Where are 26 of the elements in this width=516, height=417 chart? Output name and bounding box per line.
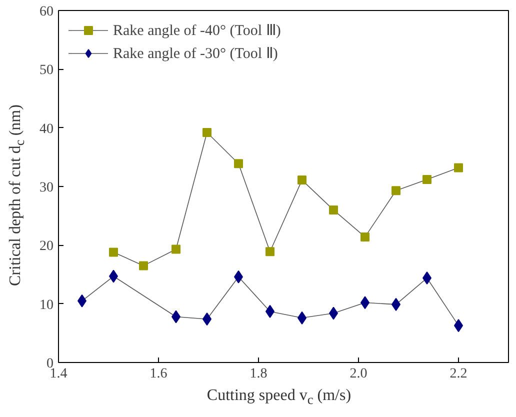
y-tick-label: 20 xyxy=(40,239,54,254)
x-tick-label: 1.4 xyxy=(50,366,68,382)
x-axis-title: Cutting speed v$_{c}$ (m/s) xyxy=(206,386,352,410)
point xyxy=(392,186,400,196)
point xyxy=(360,232,370,242)
y-tick-label: 30 xyxy=(40,180,54,196)
point xyxy=(109,248,118,257)
y-tick-label: 40 xyxy=(40,122,54,137)
x-tick-label: 2.2 xyxy=(450,366,468,382)
y-tick-label: 60 xyxy=(40,4,54,20)
x-tick-label: 2.0 xyxy=(350,366,368,382)
point xyxy=(234,159,243,168)
point xyxy=(139,261,148,270)
point xyxy=(202,128,212,138)
point xyxy=(266,247,274,256)
legend-label: Rake angle of -40° (Tool Ⅲ) xyxy=(113,22,281,40)
point xyxy=(172,244,180,254)
legend-label: Rake angle of -30° (Tool Ⅱ) xyxy=(113,44,278,62)
y-tick-label: 50 xyxy=(40,63,54,78)
point xyxy=(422,174,432,184)
x-tick-label: 1.8 xyxy=(250,366,268,382)
point xyxy=(329,205,338,214)
point xyxy=(298,176,306,185)
y-tick-label: 10 xyxy=(40,298,54,313)
x-tick-label: 1.6 xyxy=(150,366,168,382)
point xyxy=(454,163,463,172)
